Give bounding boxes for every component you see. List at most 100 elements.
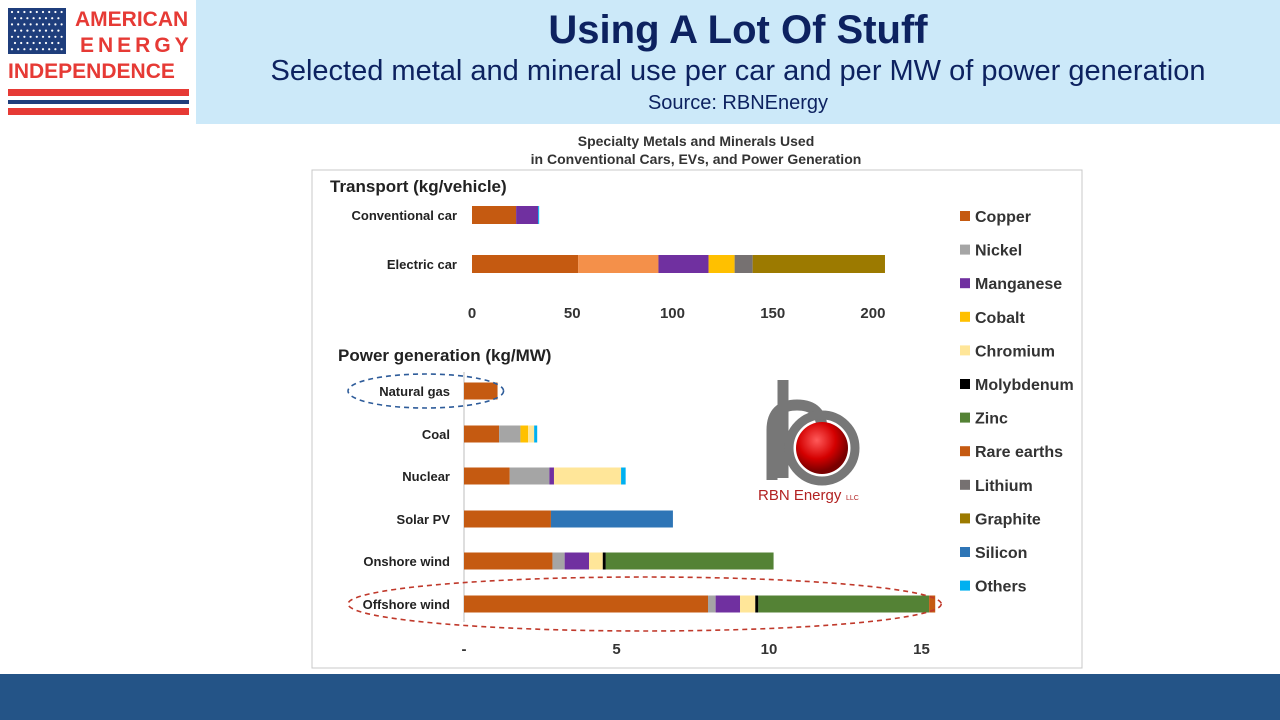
legend-label: Chromium: [975, 343, 1055, 360]
legend-swatch: [960, 580, 970, 591]
bar-segment-nickel: [552, 552, 565, 570]
legend-label: Others: [975, 579, 1027, 596]
bar-segment-manganese: [516, 206, 539, 224]
bar-segment-manganese: [549, 467, 554, 485]
watermark-text: RBN Energy: [758, 487, 842, 504]
legend-swatch: [960, 211, 970, 221]
brand-line3: INDEPENDENCE: [8, 60, 175, 83]
legend-label: Molybdenum: [975, 377, 1074, 394]
brand-logo: AMERICAN ENERGY INDEPENDENCE: [0, 0, 196, 124]
legend-label: Zinc: [975, 411, 1008, 428]
highlight-ellipse: [347, 576, 943, 632]
legend-swatch: [960, 513, 970, 524]
legend-swatch: [960, 278, 970, 289]
us-flag-icon: AMERICAN ENERGY INDEPENDENCE: [8, 8, 193, 115]
bar-segment-nickel: [708, 595, 716, 613]
legend-swatch: [960, 244, 970, 255]
legend-label: Silicon: [975, 545, 1027, 562]
footer-bar: [0, 674, 1280, 720]
x-tick-label: 200: [860, 305, 885, 322]
legend-label: Lithium: [975, 478, 1033, 495]
bar-segment-graphite: [752, 255, 885, 273]
bar-segment-others: [534, 425, 538, 443]
legend-swatch: [960, 311, 970, 322]
page-title: Using A Lot Of Stuff: [548, 8, 928, 52]
bar-segment-copper: [464, 467, 510, 485]
legend-label: Nickel: [975, 243, 1022, 260]
x-tick-label: 15: [913, 641, 930, 658]
transport-panel-title: Transport (kg/vehicle): [330, 177, 507, 196]
bar-segment-cobalt: [708, 255, 735, 273]
legend-label: Copper: [975, 209, 1031, 226]
x-tick-label: 10: [761, 641, 778, 658]
power-panel-title: Power generation (kg/MW): [338, 346, 551, 365]
bar-segment-chromium: [740, 595, 756, 613]
x-tick-label: -: [462, 641, 467, 658]
watermark-suffix: LLC: [846, 495, 859, 502]
bar-segment-chromium: [528, 425, 535, 443]
legend-swatch: [960, 479, 970, 490]
bar-segment-cobalt: [520, 425, 529, 443]
stacked-bar-chart: Specialty Metals and Minerals Used in Co…: [311, 133, 1083, 669]
bar-segment-copper: [472, 206, 517, 224]
bar-segment-chromium: [589, 552, 603, 570]
page-source: Source: RBNEnergy: [647, 92, 829, 114]
x-tick-label: 100: [660, 305, 685, 322]
legend-swatch: [960, 547, 970, 557]
category-label: Onshore wind: [363, 554, 450, 569]
rbn-energy-logo-icon: RBN Energy LLC: [758, 380, 860, 504]
legend-swatch: [960, 345, 970, 356]
bar-segment-manganese: [715, 595, 741, 613]
bar-segment-molybdenum: [602, 552, 606, 570]
bar-segment-manganese: [564, 552, 590, 570]
x-tick-label: 50: [564, 305, 581, 322]
bar-segment-copper: [472, 255, 579, 273]
legend-swatch: [960, 379, 970, 389]
bar-segment-nickel: [499, 425, 521, 443]
legend-label: Manganese: [975, 276, 1062, 293]
legend-swatch: [960, 412, 970, 423]
bar-segment-copper: [578, 255, 659, 273]
bar-segment-copper: [464, 425, 500, 443]
bar-segment-others: [538, 206, 540, 224]
bar-segment-copper: [464, 552, 553, 570]
highlight-ellipse: [347, 373, 505, 409]
category-label: Solar PV: [397, 512, 451, 527]
bar-segment-molybdenum: [755, 595, 759, 613]
category-label: Conventional car: [352, 208, 457, 223]
chart-legend: Copper Nickel Manganese Cobalt Chromium Molyb…: [960, 209, 1074, 596]
legend-label: Rare earths: [975, 444, 1063, 461]
bar-segment-zinc: [605, 552, 774, 570]
brand-line2: ENERGY: [80, 34, 193, 57]
legend-swatch: [960, 446, 970, 457]
legend-label: Cobalt: [975, 310, 1025, 327]
bar-segment-chromium: [553, 467, 622, 485]
x-tick-label: 150: [760, 305, 785, 322]
category-label: Coal: [422, 427, 450, 442]
chart-frame: [311, 169, 1083, 669]
header-banner: Using A Lot Of Stuff Selected metal and …: [196, 0, 1280, 124]
bar-segment-rare-earths: [929, 595, 936, 613]
category-label: Offshore wind: [363, 597, 450, 612]
bar-segment-manganese: [658, 255, 709, 273]
category-label: Electric car: [387, 257, 457, 272]
category-label: Nuclear: [402, 469, 450, 484]
x-tick-label: 5: [612, 641, 620, 658]
bar-segment-lithium: [734, 255, 753, 273]
legend-label: Graphite: [975, 511, 1041, 528]
x-tick-label: 0: [468, 305, 476, 322]
chart-title-line2: in Conventional Cars, EVs, and Power Gen…: [531, 151, 862, 167]
bar-segment-nickel: [509, 467, 550, 485]
bar-segment-others: [621, 467, 626, 485]
power-panel: - 5 10 15 Natural gas Coal Nuclear Solar PV Onsh…: [347, 372, 943, 658]
bar-segment-silicon: [550, 510, 673, 528]
bar-segment-copper: [464, 595, 708, 613]
bar-segment-copper: [464, 510, 551, 528]
bar-segment-zinc: [758, 595, 930, 613]
bar-segment-copper: [464, 382, 498, 400]
brand-line1: AMERICAN: [75, 8, 188, 31]
page-subtitle: Selected metal and mineral use per car a…: [270, 55, 1206, 87]
category-label: Natural gas: [379, 384, 450, 399]
transport-panel: 0 50 100 150 200 Conventional car Electric car: [352, 206, 885, 322]
chart-title-line1: Specialty Metals and Minerals Used: [578, 133, 815, 149]
